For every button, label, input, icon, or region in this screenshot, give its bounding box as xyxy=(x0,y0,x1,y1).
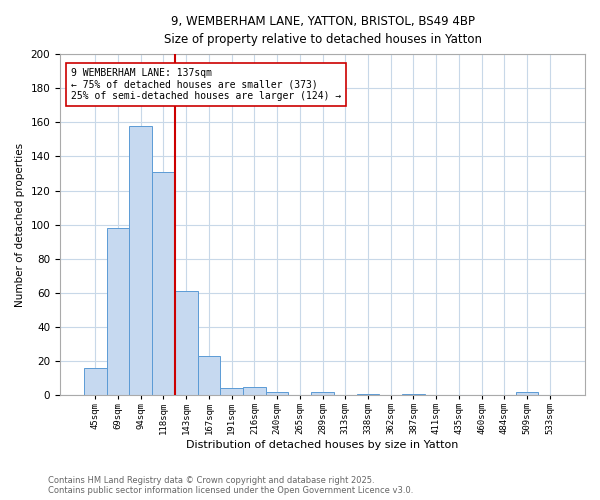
Text: Contains HM Land Registry data © Crown copyright and database right 2025.
Contai: Contains HM Land Registry data © Crown c… xyxy=(48,476,413,495)
Bar xyxy=(515,392,538,395)
Bar xyxy=(175,291,197,395)
Bar xyxy=(311,392,334,395)
Bar xyxy=(356,394,379,395)
Bar xyxy=(266,392,289,395)
Bar xyxy=(107,228,130,395)
Bar xyxy=(243,386,266,395)
X-axis label: Distribution of detached houses by size in Yatton: Distribution of detached houses by size … xyxy=(187,440,459,450)
Y-axis label: Number of detached properties: Number of detached properties xyxy=(15,142,25,306)
Bar xyxy=(84,368,107,395)
Bar xyxy=(197,356,220,395)
Bar xyxy=(220,388,243,395)
Bar xyxy=(130,126,152,395)
Bar xyxy=(402,394,425,395)
Bar xyxy=(152,172,175,395)
Title: 9, WEMBERHAM LANE, YATTON, BRISTOL, BS49 4BP
Size of property relative to detach: 9, WEMBERHAM LANE, YATTON, BRISTOL, BS49… xyxy=(164,15,482,46)
Text: 9 WEMBERHAM LANE: 137sqm
← 75% of detached houses are smaller (373)
25% of semi-: 9 WEMBERHAM LANE: 137sqm ← 75% of detach… xyxy=(71,68,341,101)
